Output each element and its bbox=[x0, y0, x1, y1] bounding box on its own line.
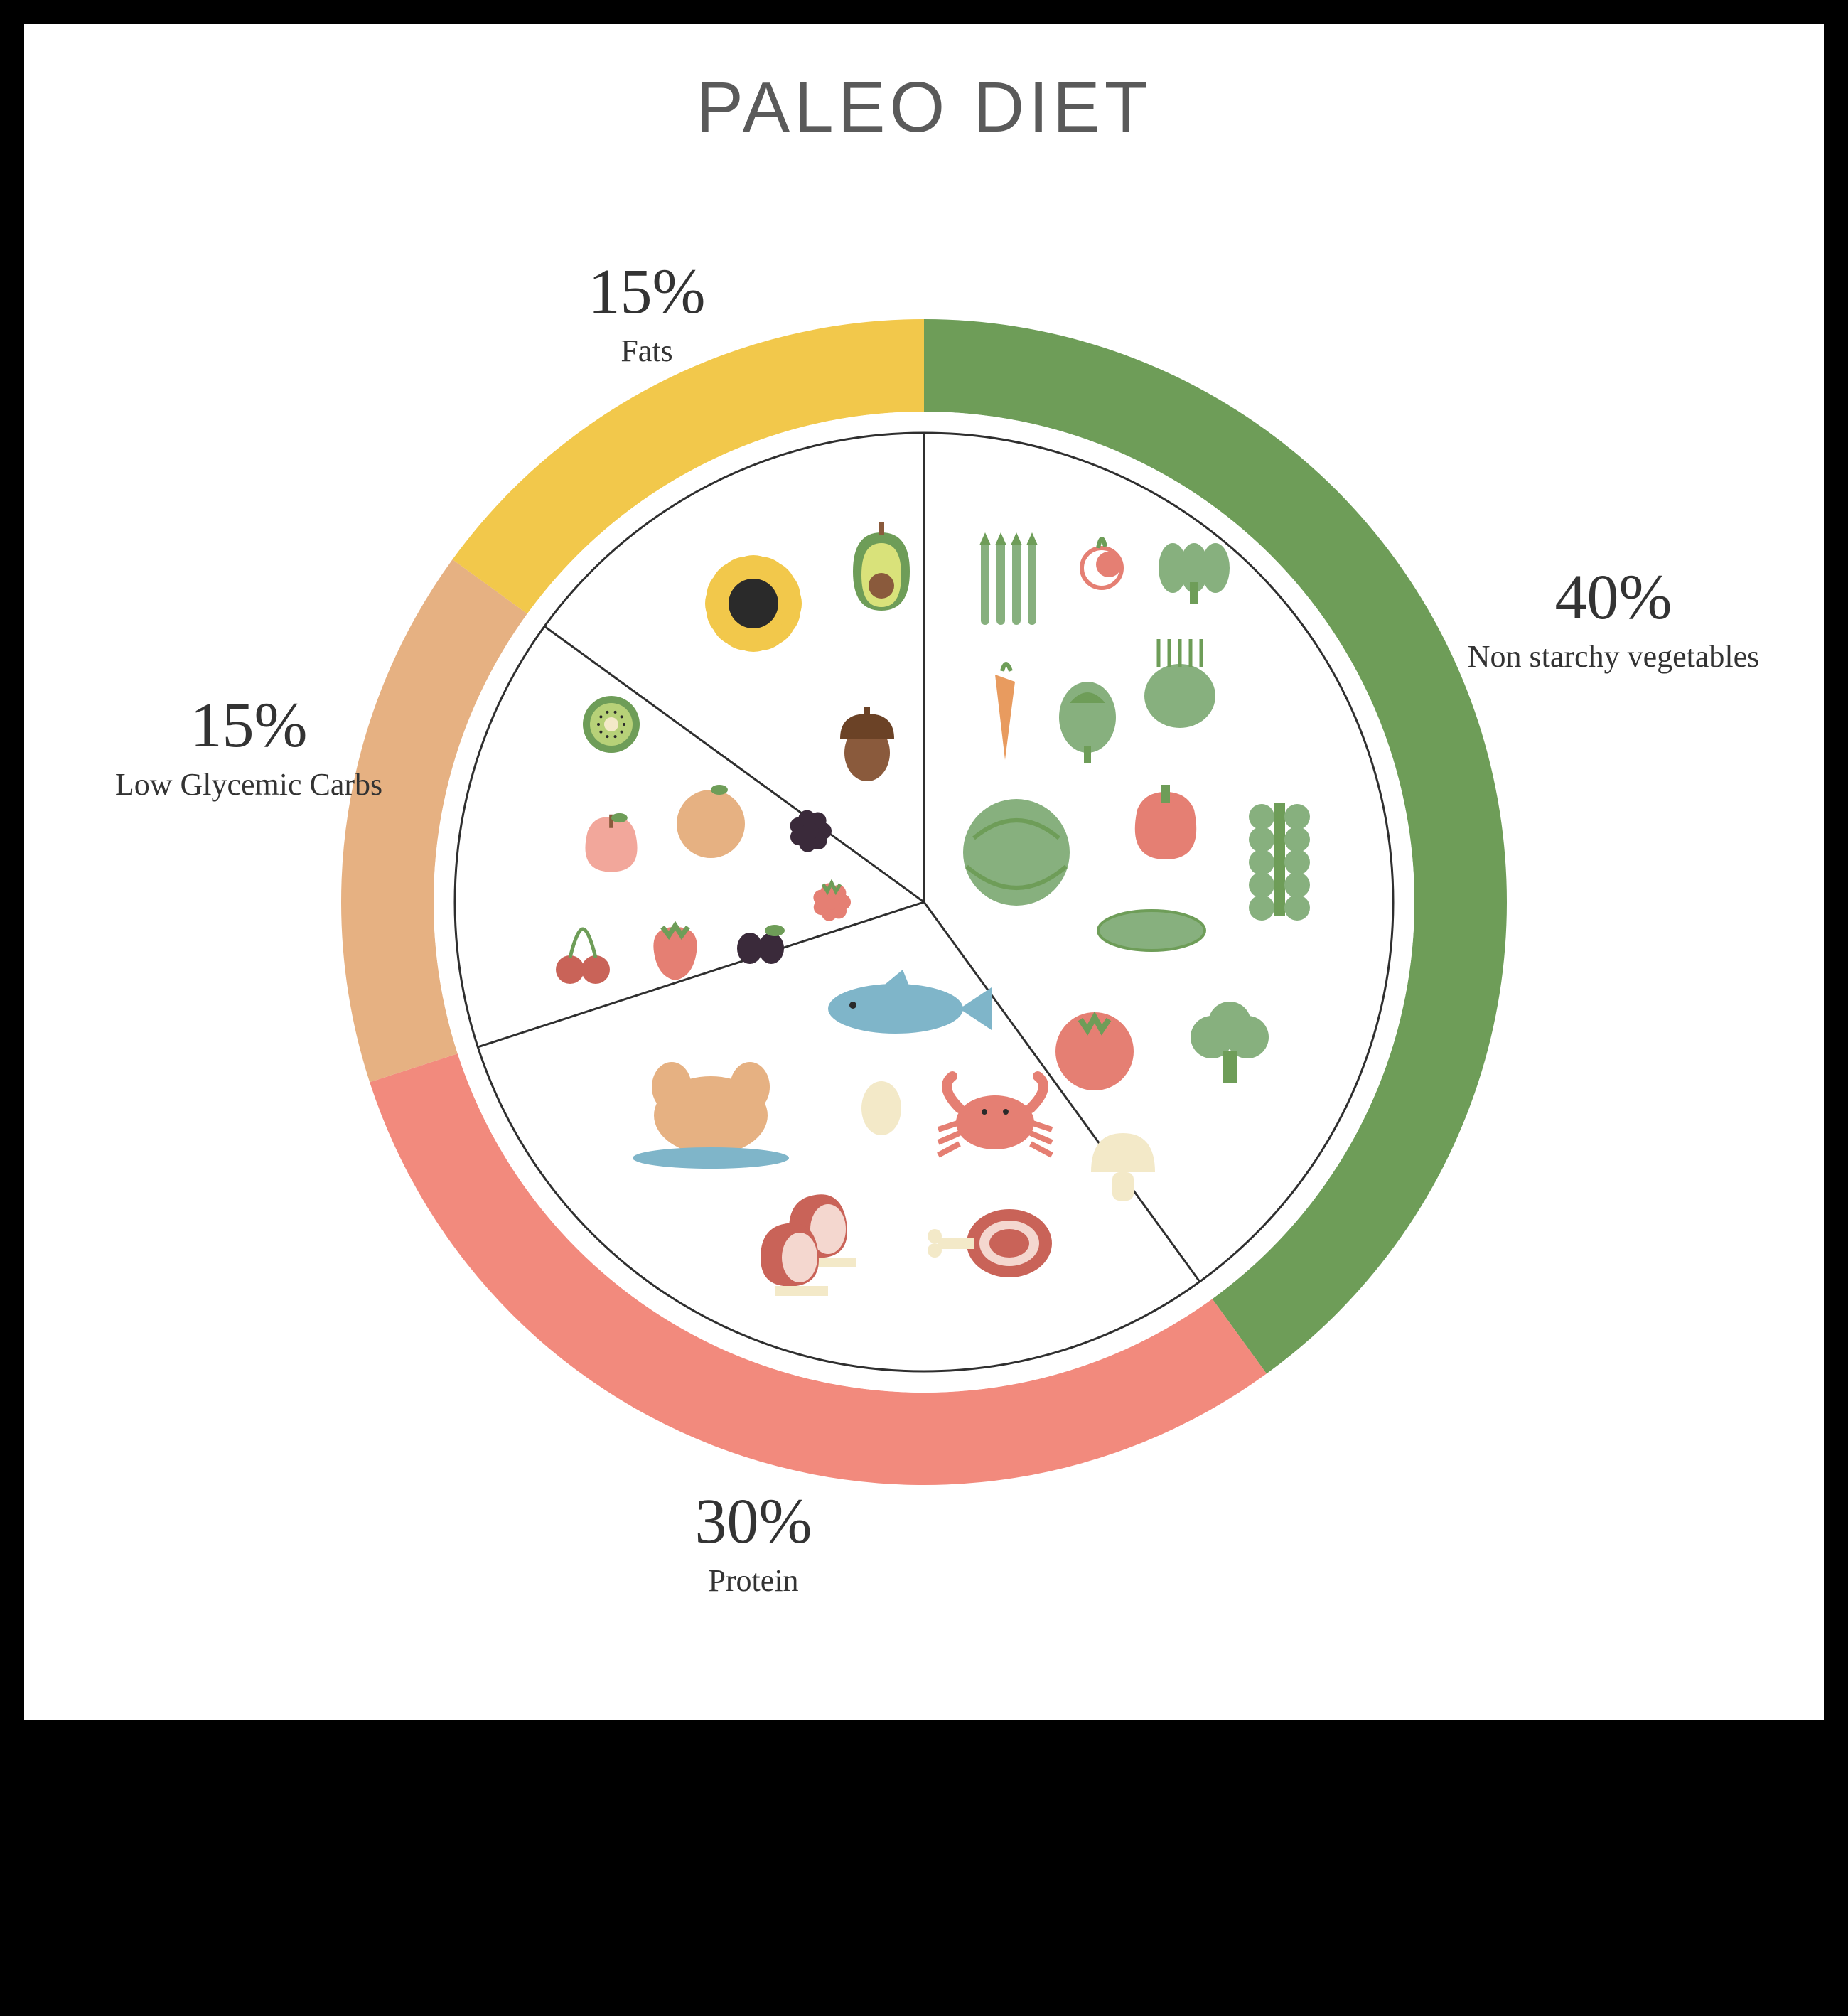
page-title: PALEO DIET bbox=[53, 67, 1795, 149]
brussels-icon bbox=[1249, 803, 1310, 921]
carbs-pct: 15% bbox=[100, 689, 398, 762]
fats-name: Fats bbox=[498, 333, 796, 370]
cucumber-icon bbox=[1098, 911, 1205, 950]
donut-svg bbox=[213, 191, 1635, 1613]
fats-pct: 15% bbox=[498, 255, 796, 328]
egg-icon bbox=[861, 1081, 901, 1135]
label-vegetables: 40% Non starchy vegetables bbox=[1464, 561, 1763, 676]
label-fats: 15% Fats bbox=[498, 255, 796, 370]
label-carbs: 15% Low Glycemic Carbs bbox=[100, 689, 398, 804]
protein-pct: 30% bbox=[604, 1485, 903, 1558]
veg-pct: 40% bbox=[1464, 561, 1763, 634]
carbs-name: Low Glycemic Carbs bbox=[100, 766, 398, 804]
donut-chart: 15% Fats 40% Non starchy vegetables 15% … bbox=[213, 191, 1635, 1613]
chicken-icon bbox=[633, 1062, 789, 1169]
tomato-icon bbox=[1055, 1012, 1134, 1090]
veg-name: Non starchy vegetables bbox=[1464, 638, 1763, 676]
cabbage-icon bbox=[963, 799, 1070, 906]
protein-name: Protein bbox=[604, 1562, 903, 1600]
label-protein: 30% Protein bbox=[604, 1485, 903, 1600]
kiwi-icon bbox=[583, 696, 640, 753]
infographic-frame: PALEO DIET 15% Fats 40% Non starchy vege… bbox=[21, 21, 1827, 1722]
